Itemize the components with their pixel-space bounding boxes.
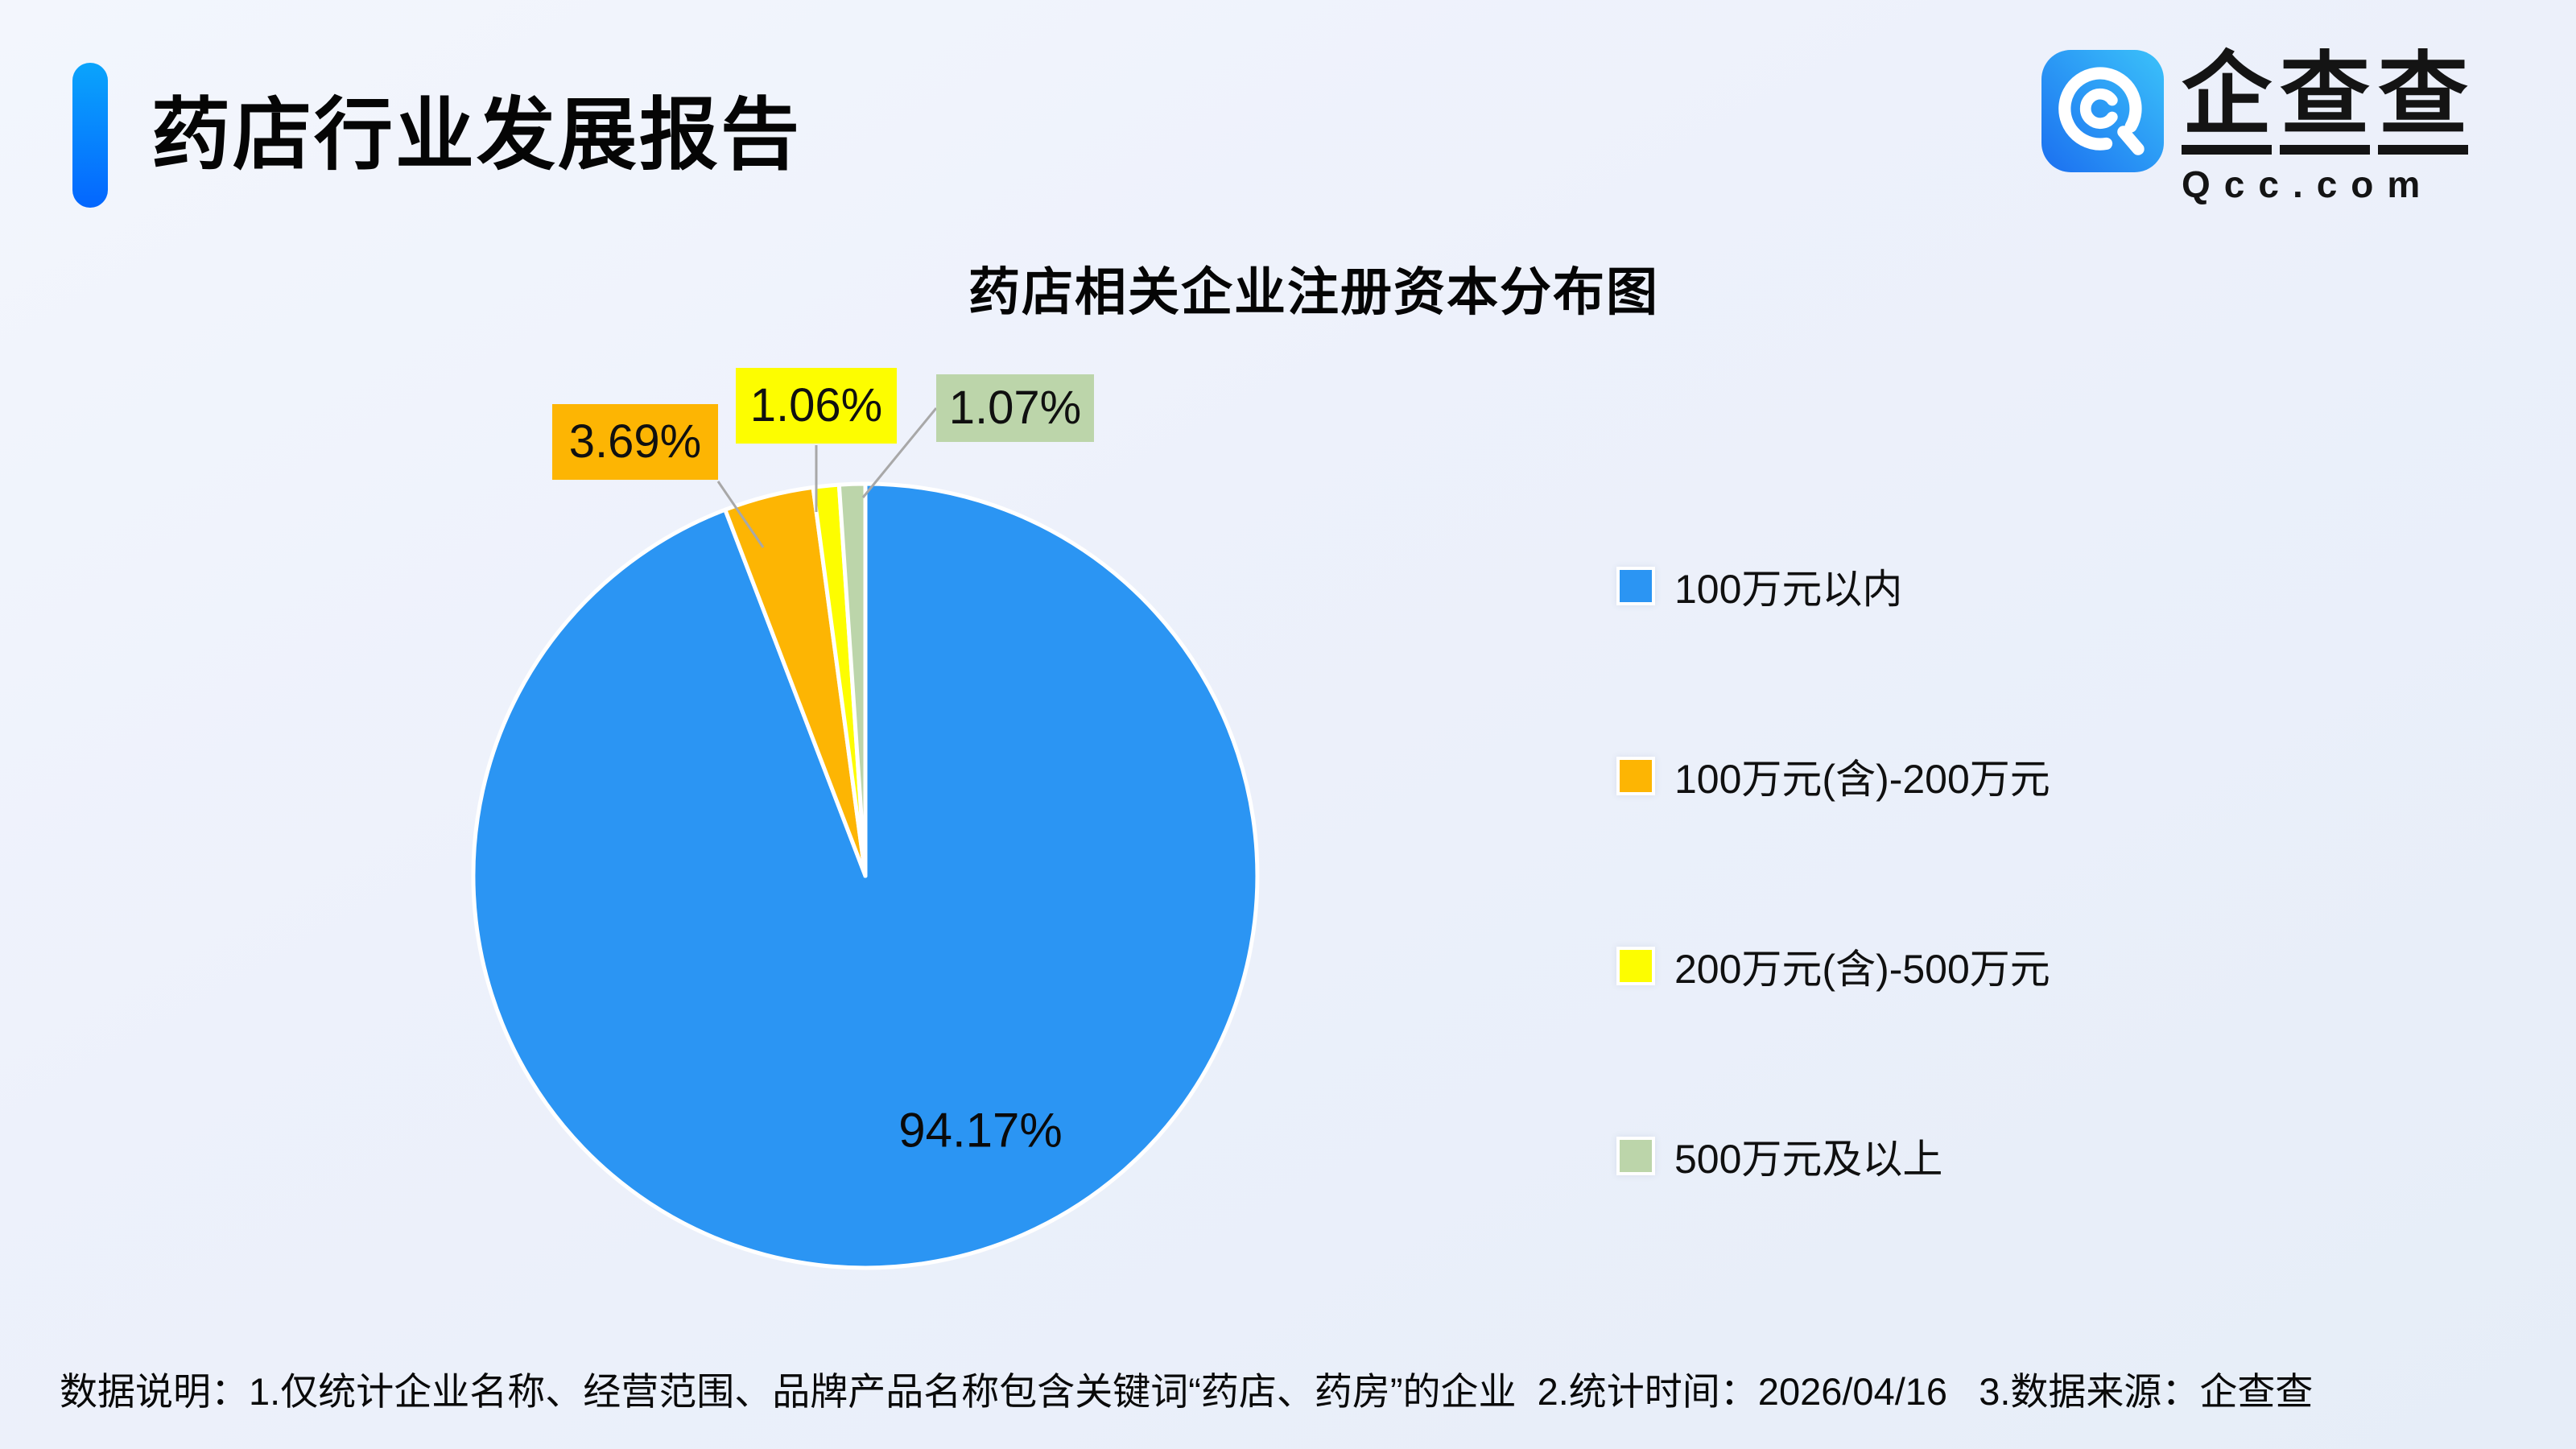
label-leader-line [861,407,938,498]
legend-swatch-icon [1616,567,1655,605]
brand-char: 企 [2182,50,2272,155]
legend-item: 100万元(含)-200万元 [1616,742,2050,810]
legend-label: 100万元(含)-200万元 [1674,757,2050,802]
qcc-magnifier-icon [2041,50,2164,172]
logo-domain: Qcc.com [2182,163,2434,205]
brand-char: 查 [2280,50,2370,155]
label-callout-green: 1.07% [936,374,1094,442]
legend-label: 200万元(含)-500万元 [1674,947,2050,992]
pie-chart-svg [471,407,1260,1270]
legend-label: 500万元及以上 [1674,1137,1943,1182]
logo-text: 企查查 Qcc.com [2182,50,2476,206]
label-leader-line [716,481,765,548]
legend-item: 500万元及以上 [1616,1122,2050,1190]
page-title: 药店行业发展报告 [151,90,803,179]
pie-slice-3 [836,481,868,878]
legend-swatch-icon [1616,947,1655,985]
chart-legend: 100万元以内 100万元(含)-200万元 200万元(含)-500万元 50… [1616,552,2050,1312]
legend-label: 100万元以内 [1674,567,1903,612]
label-callout-yellow: 1.06% [736,368,897,444]
legend-swatch-icon [1616,1137,1655,1175]
logo-brand: 企查查 [2182,50,2476,155]
data-notes: 数据说明：1.仅统计企业名称、经营范围、品牌产品名称包含关键词“药店、药房”的企… [60,1370,2314,1413]
legend-item: 100万元以内 [1616,552,2050,620]
label-inside-blue: 94.17% [898,1103,1063,1158]
brand-char: 查 [2378,50,2468,155]
legend-item: 200万元(含)-500万元 [1616,932,2050,1000]
label-callout-orange: 3.69% [552,404,718,480]
qcc-logo: 企查查 Qcc.com [2041,50,2476,206]
chart-title: 药店相关企业注册资本分布图 [968,263,1659,321]
legend-swatch-icon [1616,757,1655,795]
header-accent-bar [72,63,108,208]
